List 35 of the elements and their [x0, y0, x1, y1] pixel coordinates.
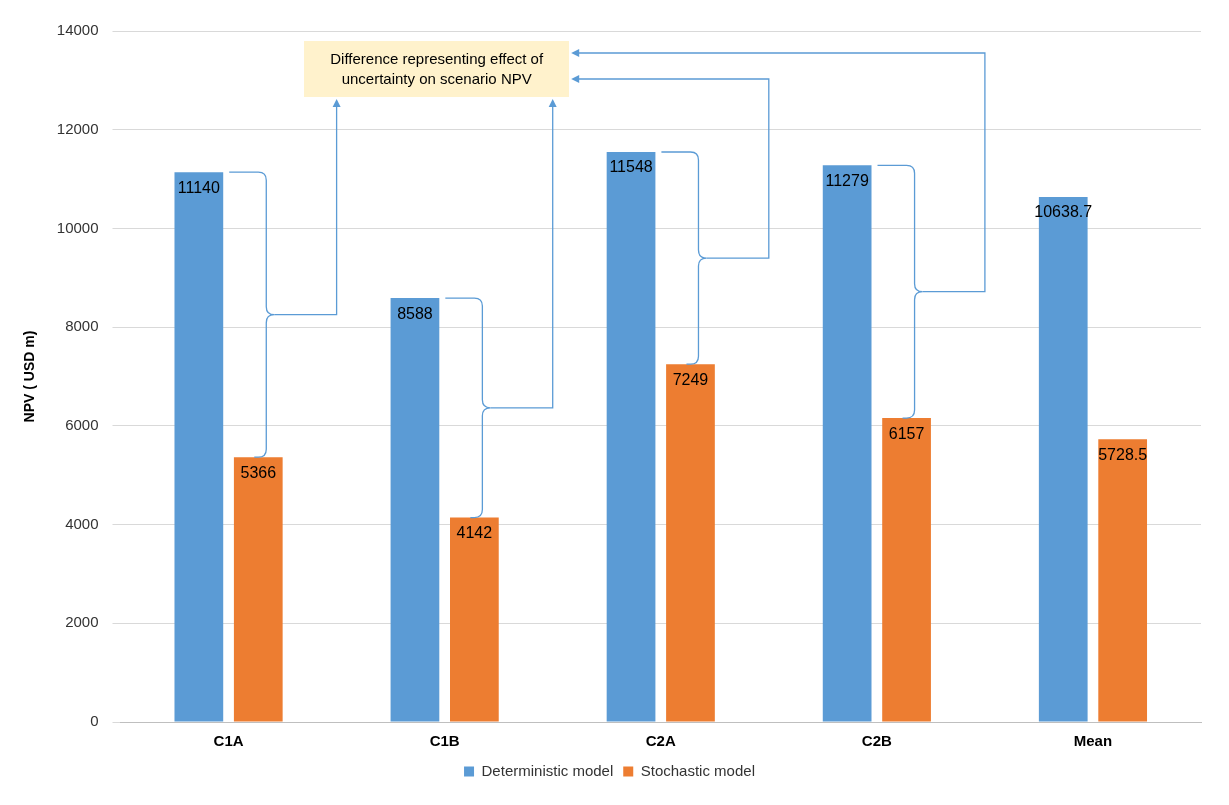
bar: [450, 517, 499, 722]
y-tick-label: 6000: [65, 416, 99, 433]
bar: [174, 172, 224, 722]
y-tick-label: 4000: [65, 514, 99, 532]
y-tick-label: 14000: [56, 21, 99, 39]
y-axis-title: NPV ( USD m): [21, 330, 38, 423]
bar: [233, 457, 283, 722]
bar: [882, 418, 931, 722]
bar: [606, 152, 656, 722]
data-label: 8588: [397, 304, 433, 322]
legend-label: Stochastic model: [640, 761, 755, 779]
bar: [390, 298, 440, 722]
data-label: 7249: [672, 370, 709, 388]
note-box: Difference representing effect of uncertainty on scenario NPV: [304, 41, 570, 97]
x-tick-label: C1B: [429, 732, 460, 750]
data-label: 6157: [888, 424, 925, 442]
x-tick-label: C2A: [645, 732, 676, 750]
x-tick-label: C1A: [213, 732, 244, 750]
data-label: 4142: [456, 523, 493, 541]
bar: [1098, 439, 1148, 722]
data-label: 11140: [177, 178, 220, 196]
y-tick-label: 8000: [65, 317, 99, 335]
bar: [822, 165, 872, 722]
data-label: 5728.5: [1098, 445, 1148, 463]
x-tick-label: Mean: [1073, 732, 1113, 750]
y-tick-label: 0: [90, 712, 99, 730]
x-tick-label: C2B: [861, 732, 893, 750]
data-label: 11279: [825, 171, 869, 189]
y-tick-label: 2000: [65, 613, 99, 631]
bar: [666, 364, 715, 722]
legend-label: Deterministic model: [481, 761, 614, 779]
data-label: 5366: [240, 463, 277, 481]
y-tick-label: 12000: [56, 119, 99, 137]
y-tick-label: 10000: [56, 218, 99, 236]
data-label: 11548: [609, 158, 653, 176]
